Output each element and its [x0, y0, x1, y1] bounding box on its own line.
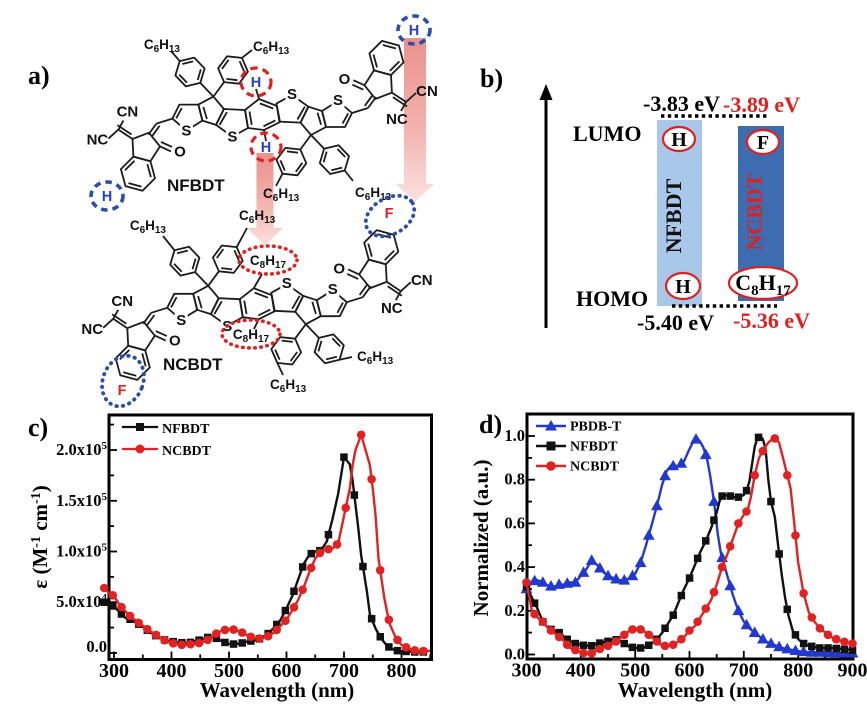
- svg-text:1.0: 1.0: [504, 426, 525, 445]
- svg-text:S: S: [287, 86, 297, 103]
- svg-text:0.4: 0.4: [504, 557, 525, 576]
- svg-text:S: S: [181, 123, 191, 140]
- svg-text:0.0: 0.0: [86, 637, 107, 656]
- svg-text:O: O: [174, 143, 186, 160]
- svg-text:-5.40 eV: -5.40 eV: [637, 310, 714, 335]
- svg-text:NFBDT: NFBDT: [661, 178, 686, 253]
- svg-text:F: F: [118, 383, 127, 399]
- svg-text:NC: NC: [87, 132, 109, 149]
- svg-text:S: S: [176, 312, 186, 329]
- svg-text:H: H: [102, 189, 112, 205]
- svg-text:H: H: [671, 129, 687, 151]
- svg-text:S: S: [282, 275, 292, 292]
- svg-text:d): d): [479, 410, 502, 439]
- svg-text:PBDB-T: PBDB-T: [570, 420, 622, 435]
- svg-text:Normalized (a.u.): Normalized (a.u.): [469, 460, 493, 617]
- svg-text:5.0x104: 5.0x104: [56, 592, 107, 611]
- svg-text:b): b): [480, 64, 503, 93]
- svg-text:2.0x105: 2.0x105: [56, 440, 107, 459]
- svg-text:CN: CN: [111, 293, 133, 310]
- svg-text:S: S: [227, 129, 237, 146]
- svg-text:a): a): [28, 61, 50, 90]
- svg-text:800: 800: [387, 660, 417, 682]
- svg-text:400: 400: [566, 660, 596, 682]
- svg-text:NCBDT: NCBDT: [163, 355, 223, 374]
- svg-text:1.5x105: 1.5x105: [56, 491, 107, 510]
- svg-text:-3.89 eV: -3.89 eV: [723, 92, 800, 117]
- svg-text:F: F: [757, 132, 769, 154]
- svg-text:H: H: [251, 75, 261, 91]
- svg-text:Wavelength (nm): Wavelength (nm): [200, 678, 355, 702]
- svg-text:-3.83 eV: -3.83 eV: [643, 91, 720, 116]
- svg-text:H: H: [261, 140, 271, 156]
- svg-text:NC: NC: [81, 321, 103, 338]
- svg-text:NFBDT: NFBDT: [167, 176, 225, 195]
- svg-text:S: S: [333, 92, 343, 109]
- svg-text:NCBDT: NCBDT: [162, 444, 212, 459]
- svg-text:NC: NC: [381, 300, 403, 317]
- svg-text:O: O: [339, 71, 351, 88]
- svg-text:H: H: [409, 23, 419, 39]
- svg-text:Wavelength (nm): Wavelength (nm): [618, 678, 773, 702]
- svg-text:-5.36 eV: -5.36 eV: [733, 308, 810, 333]
- svg-text:900: 900: [838, 660, 867, 682]
- svg-text:HOMO: HOMO: [576, 286, 648, 311]
- svg-text:400: 400: [157, 660, 187, 682]
- svg-text:NFBDT: NFBDT: [570, 440, 618, 455]
- svg-text:0.8: 0.8: [504, 470, 525, 489]
- svg-text:O: O: [333, 260, 345, 277]
- svg-text:0.6: 0.6: [504, 513, 525, 532]
- svg-text:1.0x105: 1.0x105: [56, 542, 107, 561]
- svg-text:c): c): [28, 413, 48, 442]
- svg-text:O: O: [169, 333, 181, 350]
- svg-text:CN: CN: [416, 83, 438, 100]
- svg-text:LUMO: LUMO: [573, 121, 641, 146]
- svg-text:NCBDT: NCBDT: [570, 460, 620, 475]
- svg-text:CN: CN: [411, 272, 433, 289]
- svg-text:NC: NC: [386, 111, 408, 128]
- svg-text:S: S: [328, 281, 338, 298]
- svg-text:0.0: 0.0: [504, 645, 525, 664]
- svg-text:CN: CN: [117, 104, 139, 121]
- svg-text:0.2: 0.2: [504, 601, 525, 620]
- svg-text:H: H: [675, 276, 691, 298]
- svg-text:F: F: [385, 206, 394, 222]
- svg-text:NFBDT: NFBDT: [162, 422, 210, 437]
- svg-text:NCBDT: NCBDT: [742, 173, 767, 250]
- svg-text:800: 800: [783, 660, 813, 682]
- svg-text:300: 300: [99, 660, 129, 682]
